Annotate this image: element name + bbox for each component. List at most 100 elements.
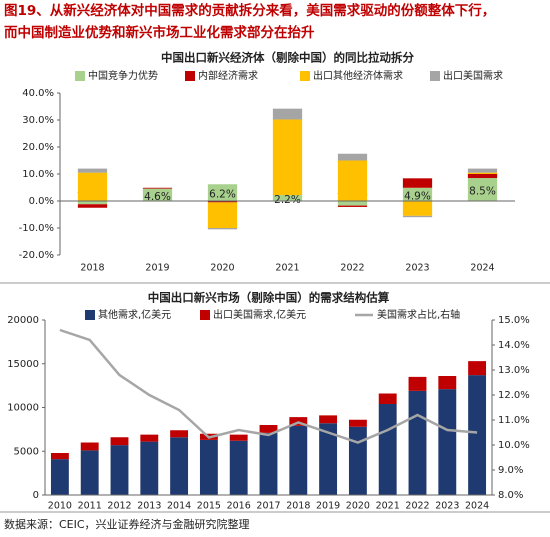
legend-label: 出口其他经济体需求 [313, 69, 403, 82]
data-label: 6.2% [209, 189, 236, 201]
bar-segment [50, 459, 69, 495]
x-tick-label: 2020 [210, 263, 234, 274]
bar-segment [77, 201, 108, 205]
x-tick-label: 2023 [435, 501, 459, 512]
bar-segment [110, 445, 129, 495]
x-tick-label: 2019 [316, 501, 340, 512]
data-label: 8.5% [469, 186, 496, 198]
legend-swatch [200, 310, 210, 320]
x-tick-label: 2015 [197, 501, 221, 512]
bar-segment [140, 434, 159, 442]
x-tick-label: 2014 [167, 501, 191, 512]
y2-tick-label: 9.0% [498, 465, 523, 476]
line-series [59, 328, 478, 444]
legend-label: 出口美国需求 [443, 69, 503, 82]
bar-segment [140, 441, 159, 495]
x-tick-label: 2018 [80, 263, 104, 274]
bar-segment [110, 437, 129, 446]
y-tick-label: 20000 [7, 315, 39, 326]
x-tick-label: 2018 [286, 501, 310, 512]
y2-tick-label: 8.0% [498, 490, 523, 501]
y-tick-label: 5000 [14, 446, 39, 457]
bar-segment [402, 215, 433, 218]
data-label: 4.9% [404, 190, 431, 202]
bar-segment [438, 376, 457, 390]
x-tick-label: 2016 [227, 501, 251, 512]
x-tick-label: 2020 [346, 501, 370, 512]
bar-segment [229, 440, 248, 495]
bar-segment [467, 178, 498, 201]
legend-label: 中国竞争力优势 [88, 69, 158, 82]
bar-segment [348, 426, 367, 495]
bar-segment [438, 389, 457, 495]
bar-segment [80, 442, 99, 451]
bar-segment [259, 425, 278, 433]
bar-segment [170, 437, 189, 495]
x-tick-label: 2017 [256, 501, 280, 512]
x-tick-label: 2022 [405, 501, 429, 512]
bar-segment [319, 415, 338, 424]
legend-swatch [430, 71, 440, 81]
legend-label: 出口美国需求,亿美元 [213, 308, 306, 321]
y-tick-label: 10000 [7, 403, 39, 414]
y-tick-label: 40.0% [22, 88, 54, 99]
x-tick-label: 2024 [470, 263, 494, 274]
bar-segment [272, 108, 303, 120]
y-tick-label: 30.0% [22, 115, 54, 126]
legend-label: 内部经济需求 [198, 69, 258, 82]
y2-tick-label: 14.0% [498, 340, 530, 351]
y-tick-label: 10.0% [22, 169, 54, 180]
bar-segment [402, 178, 433, 188]
bar-segment [207, 184, 238, 201]
figure-title: 图19、从新兴经济体对中国需求的贡献拆分来看，美国需求驱动的份额整体下行， [4, 2, 495, 19]
bar-segment [348, 419, 367, 427]
bar-segment [142, 188, 173, 201]
x-tick-label: 2010 [48, 501, 72, 512]
bar-segment [142, 187, 173, 189]
bar-segment [337, 160, 368, 201]
y-tick-label: 0 [33, 490, 39, 501]
bar-segment [408, 390, 427, 495]
bar-segment [289, 425, 308, 495]
bar-segment [80, 450, 99, 495]
bar-segment [272, 119, 303, 196]
bar-segment [50, 453, 69, 460]
bar-segment [207, 201, 238, 203]
x-tick-label: 2022 [340, 263, 364, 274]
legend-label: 美国需求占比,右轴 [377, 308, 460, 321]
y2-tick-label: 13.0% [498, 365, 530, 376]
bar-segment [199, 439, 218, 495]
x-tick-label: 2013 [137, 501, 161, 512]
x-tick-label: 2021 [275, 263, 299, 274]
bar-segment [77, 168, 108, 173]
bar-segment [272, 195, 303, 201]
y-tick-label: -10.0% [19, 223, 54, 234]
chart-title: 中国出口新兴市场（剔除中国）的需求结构估算 [148, 291, 390, 305]
bar-segment [207, 228, 238, 230]
bar-segment [207, 202, 238, 228]
legend-swatch [75, 71, 85, 81]
bar-segment [229, 434, 248, 441]
x-tick-label: 2021 [376, 501, 400, 512]
x-tick-label: 2024 [465, 501, 489, 512]
x-tick-label: 2012 [107, 501, 131, 512]
bar-segment [468, 361, 487, 376]
y2-tick-label: 12.0% [498, 390, 530, 401]
bar-segment [467, 168, 498, 173]
y-tick-label: 20.0% [22, 142, 54, 153]
y2-tick-label: 10.0% [498, 440, 530, 451]
bar-segment [467, 172, 498, 174]
bar-segment [468, 375, 487, 495]
y-tick-label: 15000 [7, 359, 39, 370]
bar-segment [319, 423, 338, 495]
y2-tick-label: 15.0% [498, 315, 530, 326]
legend-swatch [185, 71, 195, 81]
bar-segment [378, 393, 397, 404]
bar-segment [378, 404, 397, 495]
bar-segment [402, 187, 433, 201]
x-tick-label: 2023 [405, 263, 429, 274]
y-tick-label: 0.0% [29, 196, 54, 207]
bar-segment [170, 430, 189, 438]
